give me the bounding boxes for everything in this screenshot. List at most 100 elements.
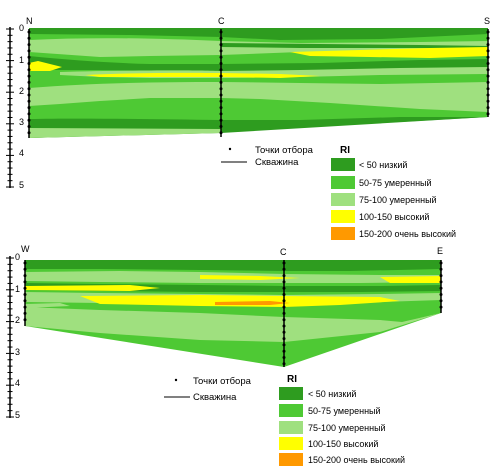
sampling-point: [282, 330, 286, 334]
sampling-point: [27, 55, 31, 59]
zone-100-150: [85, 72, 320, 78]
boreholes: [23, 260, 443, 367]
point-label-c: C: [218, 16, 225, 26]
sampling-point: [439, 280, 443, 284]
legend-sampling-points: Точки отбора: [193, 376, 252, 387]
depth-tick-label: 2: [15, 315, 20, 325]
sampling-point: [219, 125, 223, 128]
depth-tick-label: 1: [19, 55, 24, 65]
sampling-point: [27, 49, 31, 53]
sampling-point: [23, 261, 27, 265]
legend-item-label: 150-200 очень высокий: [359, 229, 456, 239]
sampling-point: [219, 99, 223, 103]
sampling-point: [282, 286, 286, 290]
sampling-point: [219, 87, 223, 91]
sampling-point: [27, 74, 31, 78]
sampling-point: [486, 99, 490, 103]
ri-contour-zones: [29, 28, 488, 138]
sampling-point: [27, 36, 31, 40]
sampling-point: [27, 125, 31, 128]
sampling-point: [27, 62, 31, 65]
legend-item-label: < 50 низкий: [308, 389, 356, 399]
depth-tick-label: 3: [15, 347, 20, 357]
zone-100-150: [29, 61, 62, 71]
sampling-point: [282, 267, 286, 271]
sampling-point: [282, 324, 286, 328]
zone-lt50: [25, 260, 441, 271]
sampling-point: [23, 318, 27, 322]
point-label-w: W: [21, 244, 30, 254]
sampling-point: [23, 280, 27, 284]
legend-item-label: 75-100 умеренный: [308, 423, 386, 433]
sampling-point: [439, 299, 443, 303]
zone-75-100: [29, 128, 221, 138]
sampling-point: [219, 49, 223, 53]
sampling-point: [439, 267, 443, 271]
legend-borehole: Скважина: [255, 157, 299, 168]
sampling-point: [23, 286, 27, 290]
sampling-point: [23, 311, 27, 315]
sampling-point: [282, 337, 286, 341]
legend-swatch-75-100: [279, 421, 303, 434]
sampling-point: [486, 74, 490, 78]
sampling-point: [282, 261, 286, 265]
legend-swatch-50-75: [331, 176, 355, 189]
legend-title: RI: [287, 374, 297, 385]
zone-100-150: [380, 276, 441, 283]
sampling-point: [219, 30, 223, 34]
sampling-point: [219, 36, 223, 40]
zone-lt50: [29, 56, 488, 72]
sampling-point-symbol: [174, 378, 178, 382]
boreholes: [27, 29, 490, 138]
point-label-e: E: [437, 246, 443, 256]
legend-swatch-150-200: [331, 227, 355, 240]
sampling-point: [23, 267, 27, 271]
ri-contour-zones: [25, 260, 441, 367]
sampling-point: [282, 311, 286, 315]
legend-swatch-150-200: [279, 453, 303, 466]
zone-75-100: [25, 307, 441, 342]
legend-title: RI: [340, 145, 350, 156]
sampling-point: [486, 68, 490, 72]
sampling-point: [282, 318, 286, 322]
sampling-point: [23, 293, 27, 296]
sampling-point: [439, 261, 443, 265]
zone-75-100: [25, 303, 70, 308]
zone-100-150: [80, 295, 400, 307]
sampling-point: [219, 74, 223, 78]
zone-100-150: [200, 275, 300, 280]
sampling-point: [486, 62, 490, 65]
sampling-point: [27, 93, 31, 97]
sampling-point: [219, 62, 223, 65]
legend-swatch-100-150: [331, 210, 355, 223]
sampling-point: [486, 93, 490, 97]
sampling-point: [486, 106, 490, 110]
sampling-point: [27, 30, 31, 34]
zone-75-100: [29, 38, 488, 57]
sampling-point: [219, 93, 223, 97]
legend-sampling-points: Точки отбора: [255, 145, 314, 156]
legend-swatch-100-150: [279, 437, 303, 450]
sampling-point: [282, 299, 286, 303]
sampling-point: [282, 362, 286, 366]
sampling-point: [486, 55, 490, 59]
sampling-point: [486, 87, 490, 91]
depth-tick-label: 1: [15, 284, 20, 294]
sampling-point: [27, 87, 31, 91]
sampling-point: [27, 68, 31, 72]
sampling-point: [439, 286, 443, 290]
sampling-point: [219, 55, 223, 59]
sampling-point: [27, 106, 31, 110]
legend-item-label: 150-200 очень высокий: [308, 455, 405, 465]
zone-100-150: [290, 47, 488, 58]
legend-item-label: 50-75 умеренный: [359, 178, 432, 188]
depth-axis: 0 1 2 3 4 5: [6, 252, 20, 420]
sampling-point: [282, 305, 286, 309]
sampling-point: [486, 112, 490, 116]
legend-item-label: 50-75 умеренный: [308, 406, 381, 416]
depth-axis-ticks: [6, 28, 14, 188]
depth-tick-label: 5: [15, 410, 20, 420]
legend-swatch-50-75: [279, 404, 303, 417]
sampling-point: [23, 299, 27, 303]
legend-item-label: 100-150 высокий: [308, 439, 378, 449]
